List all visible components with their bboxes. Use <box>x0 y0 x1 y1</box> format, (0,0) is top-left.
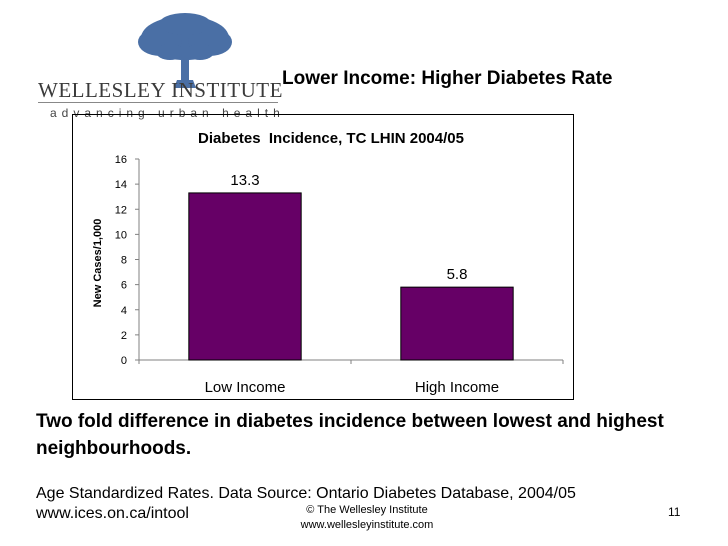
tree-icon <box>138 13 232 88</box>
logo-name: WELLESLEY INSTITUTE <box>38 78 283 102</box>
bar-chart: Diabetes Incidence, TC LHIN 2004/05 New … <box>92 130 564 396</box>
y-tick-label: 4 <box>121 305 127 317</box>
x-category-label: Low Income <box>205 379 286 396</box>
y-tick-label: 8 <box>121 255 127 267</box>
y-tick-label: 10 <box>115 229 127 241</box>
logo-divider <box>38 102 278 103</box>
bar-low-income <box>188 192 302 361</box>
y-tick-label: 14 <box>115 179 127 191</box>
data-label: 5.8 <box>447 266 468 283</box>
data-label: 13.3 <box>230 172 259 189</box>
y-tick-label: 6 <box>121 280 127 292</box>
wellesley-logo: WELLESLEY INSTITUTE advancing urban heal… <box>30 8 283 120</box>
data-source: Age Standardized Rates. Data Source: Ont… <box>36 484 716 524</box>
y-tick-label: 16 <box>115 154 127 166</box>
logo-tagline: advancing urban health <box>50 106 285 120</box>
footer-website[interactable]: www.wellesleyinstitute.com <box>300 519 434 531</box>
source-line-1: Age Standardized Rates. Data Source: Ont… <box>36 485 576 502</box>
bar-high-income <box>400 286 514 361</box>
source-link[interactable]: www.ices.on.ca/intool <box>36 505 189 522</box>
y-tick-label: 12 <box>115 204 127 216</box>
page-number: 11 <box>668 505 681 519</box>
chart-frame: Diabetes Incidence, TC LHIN 2004/05 New … <box>72 114 574 400</box>
chart-title: Diabetes Incidence, TC LHIN 2004/05 <box>198 130 464 147</box>
y-tick-label: 0 <box>121 355 127 367</box>
slide-title: Lower Income: Higher Diabetes Rate <box>282 68 613 89</box>
y-axis-label: New Cases/1,000 <box>92 219 104 308</box>
key-finding-text: Two fold difference in diabetes incidenc… <box>36 411 664 459</box>
copyright: © The Wellesley Institute <box>306 504 428 516</box>
footer: © The Wellesley Institute www.wellesleyi… <box>282 503 452 533</box>
y-tick-label: 2 <box>121 330 127 342</box>
x-category-label: High Income <box>415 379 499 396</box>
